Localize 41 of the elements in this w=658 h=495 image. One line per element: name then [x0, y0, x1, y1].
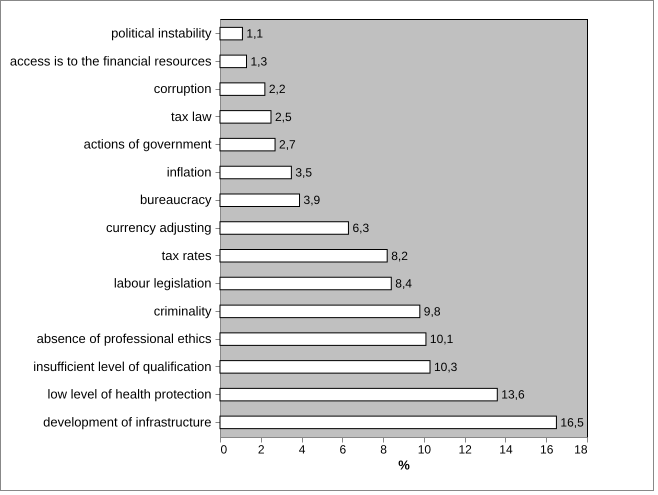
y-tick-label: access is to the financial resources — [10, 53, 212, 68]
y-tick-label: development of infrastructure — [43, 414, 212, 430]
y-tick-label: low level of health protection — [47, 386, 212, 402]
data-label: 6,3 — [352, 221, 370, 235]
x-tick-label: 4 — [298, 442, 306, 456]
x-tick-label: 14 — [499, 442, 513, 456]
x-tick-label: 2 — [258, 442, 265, 456]
y-tick-label: bureaucracy — [140, 192, 212, 208]
y-tick-label: inflation — [166, 164, 212, 180]
data-label: 2,7 — [279, 138, 296, 152]
x-tick-label: 10 — [418, 442, 432, 456]
y-tick-label: criminality — [154, 303, 212, 318]
data-label: 9,8 — [424, 304, 441, 318]
x-tick-label: 0 — [220, 442, 228, 456]
data-label: 16,5 — [560, 415, 584, 430]
data-label: 10,1 — [430, 332, 454, 346]
x-tick-label: 18 — [574, 442, 588, 456]
data-label: 8,4 — [395, 276, 412, 291]
y-tick-label: tax law — [171, 108, 212, 124]
x-tick-label: 6 — [339, 442, 346, 456]
x-axis-title: % — [398, 458, 410, 472]
data-label: 8,2 — [391, 248, 408, 263]
y-tick-label: insufficient level of qualification — [33, 358, 212, 374]
data-label: 3,9 — [304, 193, 321, 208]
y-tick-label: labour legislation — [114, 276, 212, 291]
y-tick-label: tax rates — [162, 248, 212, 263]
data-label: 2,5 — [274, 110, 292, 124]
x-tick-label: 16 — [540, 442, 554, 456]
y-tick-label: actions of government — [84, 136, 212, 152]
y-tick-label: absence of professional ethics — [36, 331, 212, 346]
data-label: 1,1 — [246, 26, 264, 41]
data-label: 2,2 — [268, 82, 286, 96]
y-tick-label: political instability — [111, 26, 212, 41]
y-tick-label: corruption — [154, 81, 212, 96]
data-label: 1,3 — [250, 54, 268, 68]
y-tick-label: currency adjusting — [106, 220, 212, 235]
data-label: 13,6 — [501, 388, 525, 402]
data-label: 3,5 — [295, 165, 312, 180]
x-tick-label: 12 — [458, 442, 472, 456]
x-tick-label: 8 — [380, 442, 388, 456]
data-label: 10,3 — [434, 360, 458, 374]
